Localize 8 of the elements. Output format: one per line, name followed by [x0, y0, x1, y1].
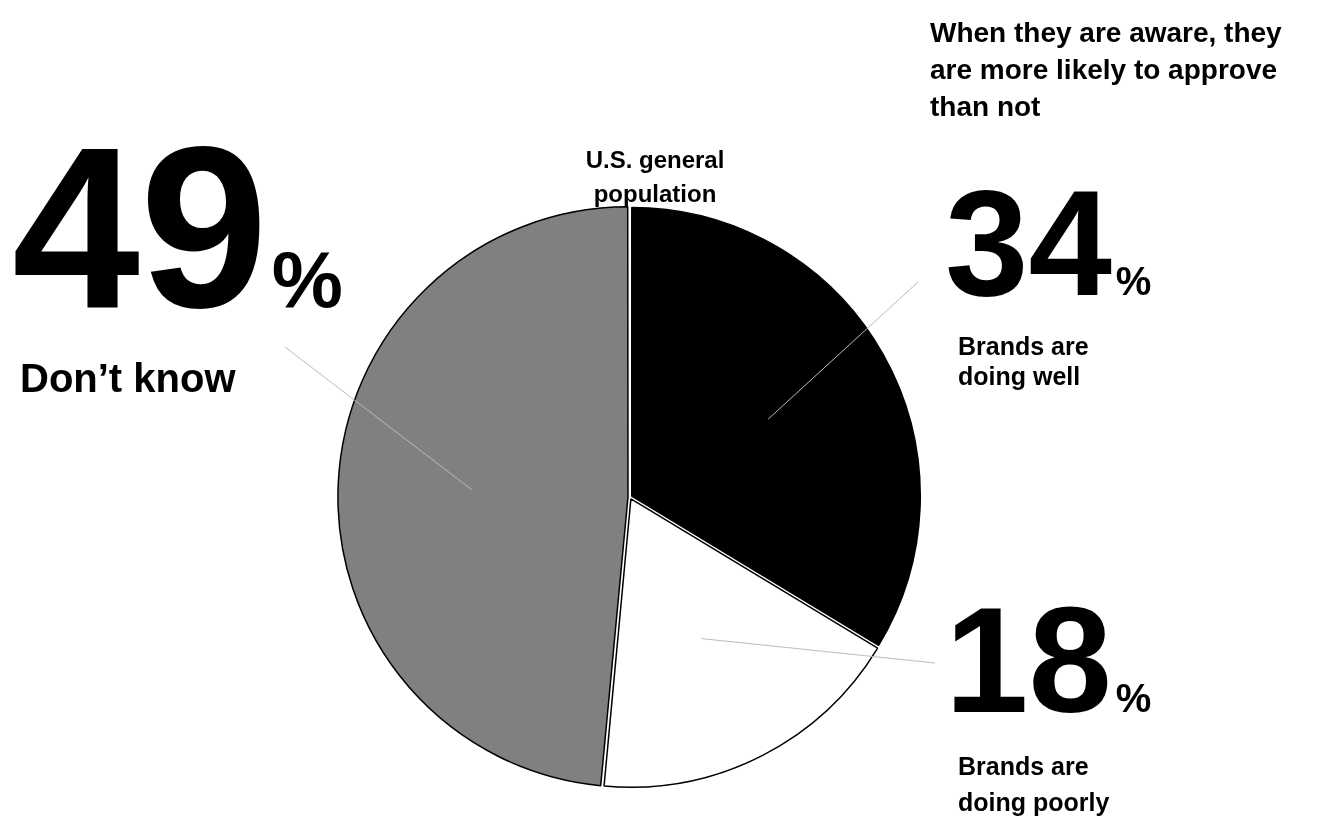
- data-label: 18%: [945, 576, 1152, 744]
- slice-label: Brands are doing well: [958, 332, 1089, 390]
- slice-label: Brands are doing poorly: [958, 752, 1110, 816]
- text: When they are aware, they are more likely to approve than not: [930, 17, 1283, 122]
- data-label: 49%: [12, 99, 343, 356]
- text: U.S. general population: [585, 146, 725, 207]
- slice-label: Don’t know: [20, 356, 237, 400]
- data-label: 34%: [945, 159, 1152, 327]
